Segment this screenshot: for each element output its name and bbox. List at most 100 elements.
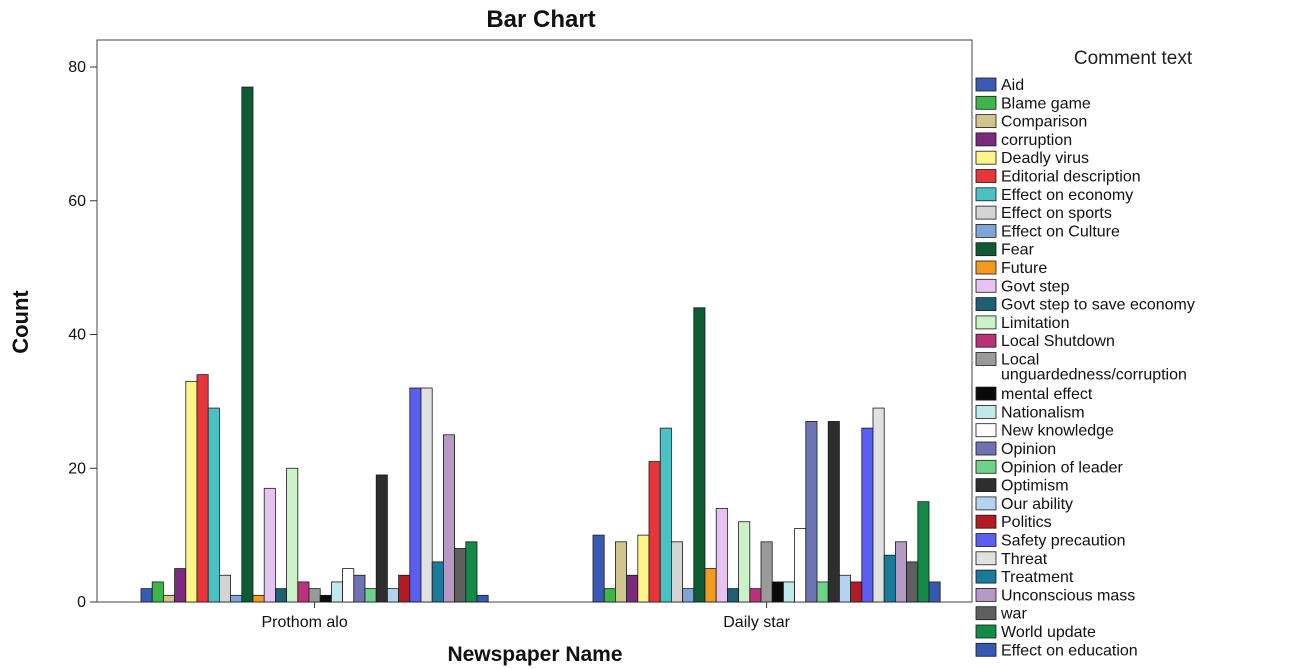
legend-item: World update — [976, 624, 1096, 641]
legend-swatch — [976, 625, 996, 638]
legend-item: Local Shutdown — [976, 333, 1115, 350]
bar — [287, 468, 298, 602]
legend-swatch — [976, 334, 996, 347]
y-axis-title: Count — [8, 290, 33, 354]
legend-label: Politics — [1001, 514, 1052, 531]
legend-item: New knowledge — [976, 423, 1114, 440]
legend-swatch — [976, 224, 996, 237]
bar — [455, 549, 466, 603]
legend-swatch — [976, 515, 996, 528]
bar — [873, 408, 884, 602]
x-axis-title: Newspaper Name — [447, 643, 622, 666]
legend-item: Opinion of leader — [976, 459, 1124, 476]
legend-label: Effect on education — [1001, 642, 1138, 659]
legend-item: Limitation — [976, 315, 1069, 332]
legend-item: Aid — [976, 77, 1024, 94]
bar — [387, 589, 398, 602]
legend-swatch — [976, 497, 996, 510]
bar — [298, 582, 309, 602]
legend-swatch — [976, 261, 996, 274]
legend-item: Optimism — [976, 478, 1069, 495]
legend-swatch — [976, 151, 996, 164]
bar — [627, 575, 638, 602]
bar — [152, 582, 163, 602]
legend-label: Our ability — [1001, 496, 1073, 513]
legend-label: Limitation — [1001, 315, 1069, 332]
bar — [432, 562, 443, 602]
bar — [197, 375, 208, 602]
legend-swatch — [976, 298, 996, 311]
legend-label: Deadly virus — [1001, 150, 1089, 167]
legend-item: Future — [976, 260, 1047, 277]
y-tick-label: 60 — [68, 193, 86, 210]
legend-swatch — [976, 479, 996, 492]
bar — [175, 569, 186, 602]
bar — [806, 421, 817, 602]
legend-label: mental effect — [1001, 386, 1093, 403]
legend-item: Deadly virus — [976, 150, 1089, 167]
legend-item: Safety precaution — [976, 533, 1126, 550]
bar — [739, 522, 750, 602]
legend-item: Govt step to save economy — [976, 297, 1195, 314]
legend-label: Blame game — [1001, 95, 1091, 112]
y-tick-label: 80 — [68, 59, 86, 76]
legend-item: Comparison — [976, 114, 1087, 131]
legend-item: Unconscious mass — [976, 587, 1135, 604]
legend-swatch — [976, 442, 996, 455]
bar — [231, 595, 242, 602]
bar — [443, 435, 454, 602]
bar — [671, 542, 682, 602]
legend-label: New knowledge — [1001, 423, 1114, 440]
bar — [705, 569, 716, 602]
legend-item: Effect on economy — [976, 187, 1133, 204]
legend-item: Nationalism — [976, 404, 1085, 421]
bar — [615, 542, 626, 602]
legend-swatch — [976, 353, 996, 366]
legend-label: Opinion of leader — [1001, 459, 1124, 476]
bar — [918, 502, 929, 602]
bar — [320, 595, 331, 602]
x-axis: Prothom alo Daily star — [261, 602, 790, 631]
bar — [750, 589, 761, 602]
legend-label: Unconscious mass — [1001, 587, 1135, 604]
bar — [884, 555, 895, 602]
legend-item: Editorial description — [976, 169, 1141, 186]
bar — [851, 582, 862, 602]
legend-swatch — [976, 206, 996, 219]
legend-label: Effect on economy — [1001, 187, 1133, 204]
legend-swatch — [976, 133, 996, 146]
legend-swatch — [976, 552, 996, 565]
bar — [309, 589, 320, 602]
legend-label: Fear — [1001, 242, 1035, 259]
bar — [163, 595, 174, 602]
bar — [421, 388, 432, 602]
legend-label: Optimism — [1001, 478, 1069, 495]
legend-label: Threat — [1001, 551, 1048, 568]
legend-item: Politics — [976, 514, 1052, 531]
bar — [466, 542, 477, 602]
bar — [795, 528, 806, 602]
legend-item: Effect on Culture — [976, 223, 1120, 240]
legend-swatch — [976, 279, 996, 292]
legend-swatch — [976, 243, 996, 256]
legend-label: Effect on Culture — [1001, 223, 1120, 240]
plot-area — [97, 40, 972, 602]
legend-swatch — [976, 405, 996, 418]
legend-label: Local unguardedness/corruption — [1001, 352, 1187, 384]
legend-swatch — [976, 424, 996, 437]
legend-label: Govt step — [1001, 278, 1070, 295]
bar — [208, 408, 219, 602]
legend-label: Aid — [1001, 77, 1024, 94]
legend-swatch — [976, 570, 996, 583]
legend-label: Govt step to save economy — [1001, 297, 1195, 314]
bar — [862, 428, 873, 602]
bar — [331, 582, 342, 602]
legend-swatch — [976, 643, 996, 656]
legend-label: Opinion — [1001, 441, 1056, 458]
legend-item: Effect on education — [976, 642, 1138, 659]
legend-swatch — [976, 607, 996, 620]
legend-item: corruption — [976, 132, 1072, 149]
legend-item: Local unguardedness/corruption — [976, 352, 1187, 384]
legend-label: Editorial description — [1001, 169, 1141, 186]
